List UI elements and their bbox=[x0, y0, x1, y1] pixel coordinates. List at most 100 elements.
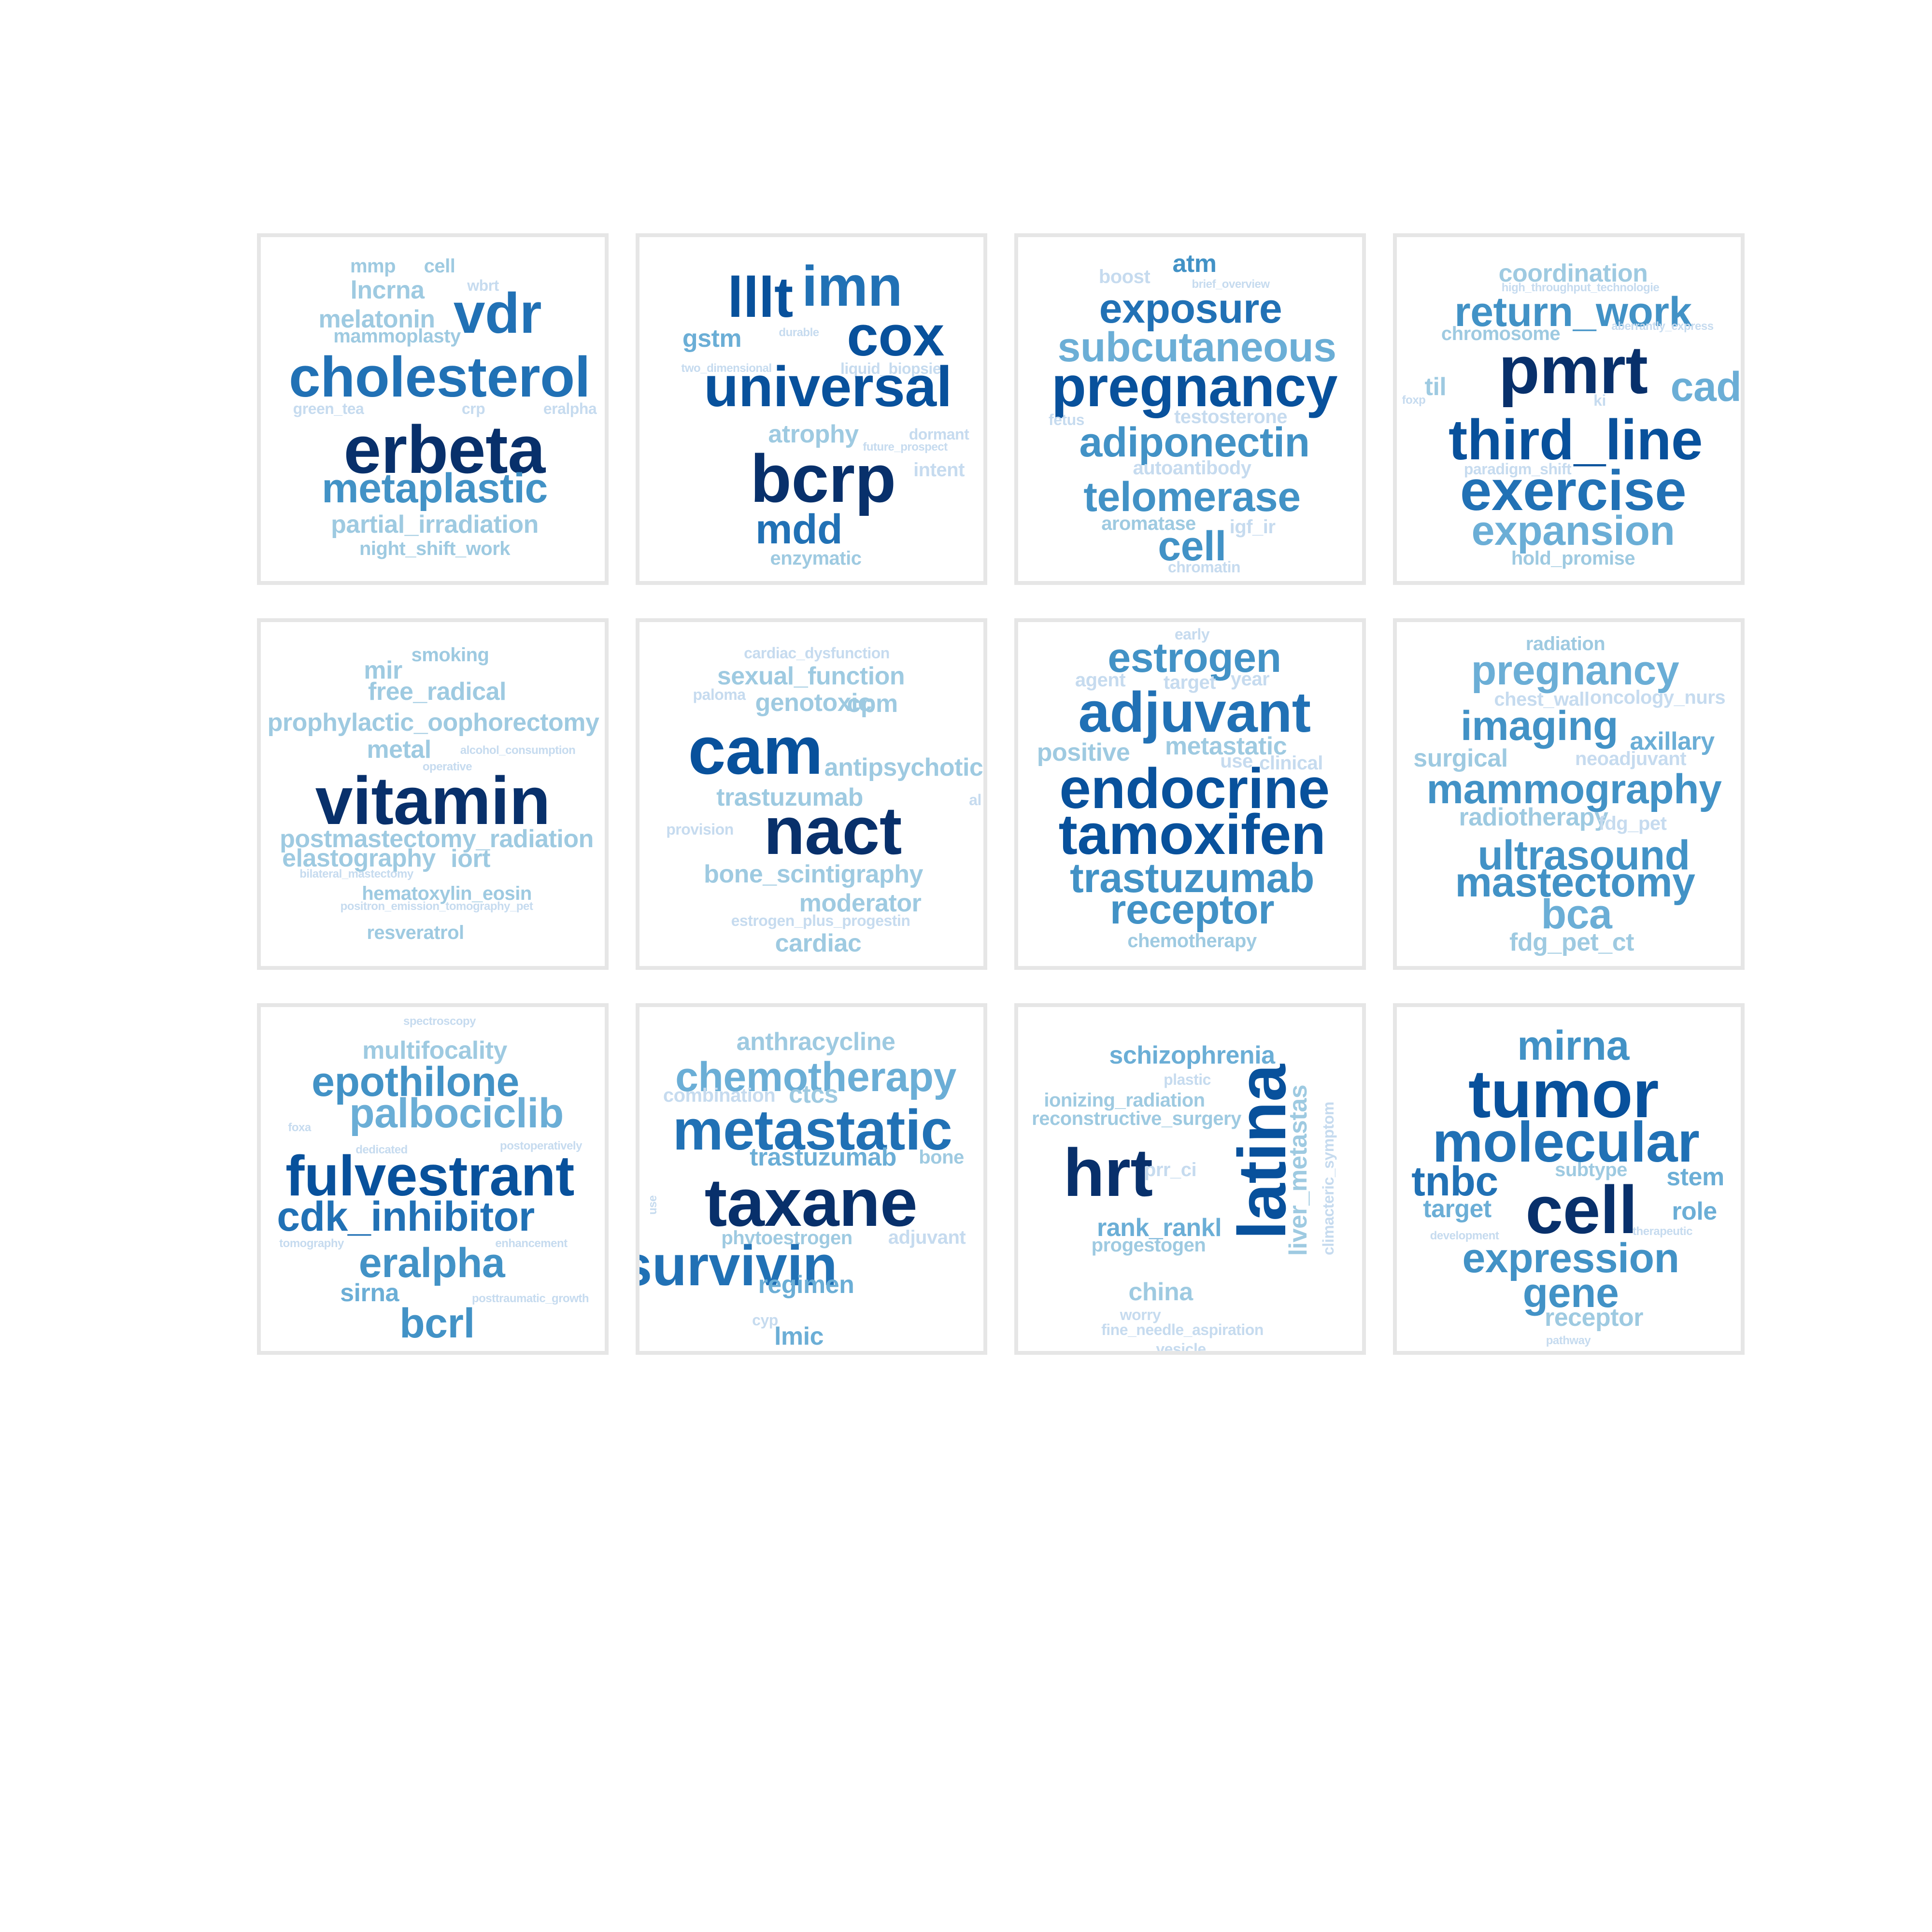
cloud-word: hold_promise bbox=[1511, 548, 1635, 569]
cloud-word: antipsychotic bbox=[824, 753, 983, 781]
cloud-word: alcohol_consumption bbox=[460, 744, 576, 757]
cloud-word: metastatic bbox=[672, 1098, 952, 1162]
cloud-word: radiation bbox=[1525, 633, 1605, 654]
cloud-word: foxp bbox=[1402, 394, 1426, 407]
cloud-word: resveratrol bbox=[367, 922, 464, 943]
cloud-word: intent bbox=[913, 459, 965, 481]
cloud-word: green_tea bbox=[293, 400, 364, 417]
cloud-word: pmrt bbox=[1498, 332, 1648, 408]
cloud-word: postoperatively bbox=[500, 1139, 582, 1152]
cloud-word: cox bbox=[847, 304, 944, 368]
cloud-word: provision bbox=[666, 821, 734, 838]
cloud-word: atrophy bbox=[768, 420, 859, 448]
cloud-word: night_shift_work bbox=[359, 538, 511, 559]
cloud-word: melatonin bbox=[318, 305, 435, 333]
cloud-word: mdd bbox=[755, 506, 843, 553]
cloud-word: estrogen bbox=[1108, 635, 1281, 681]
cloud-word: hrt bbox=[1063, 1135, 1153, 1210]
cloud-word: paradigm_shift bbox=[1463, 460, 1572, 478]
cloud-word: radiotherapy bbox=[1459, 803, 1608, 831]
cloud-word: third_line bbox=[1448, 408, 1703, 472]
cloud-word: exercise bbox=[1460, 459, 1687, 523]
cloud-word: wbrt bbox=[467, 277, 499, 294]
cloud-word: lmic bbox=[774, 1322, 824, 1350]
cloud-word: mammoplasty bbox=[333, 326, 461, 347]
cloud-word: climacteric_symptom bbox=[1320, 1102, 1337, 1255]
cloud-word: survivin bbox=[636, 1234, 838, 1298]
cloud-word: positive bbox=[1037, 739, 1130, 767]
cloud-word: exposure bbox=[1099, 285, 1282, 332]
cloud-word: target bbox=[1163, 672, 1216, 693]
cloud-word: mirna bbox=[1517, 1023, 1629, 1069]
cloud-word: adjuvant bbox=[1078, 681, 1311, 744]
cloud-word: boost bbox=[1098, 266, 1151, 287]
cloud-word: bcrl bbox=[399, 1300, 475, 1347]
cloud-word: partial_irradiation bbox=[331, 511, 539, 539]
cloud-word: oncology_nurs bbox=[1590, 687, 1726, 708]
cloud-word: subcutaneous bbox=[1057, 324, 1336, 370]
cloud-word: target bbox=[1423, 1195, 1492, 1223]
cloud-word: enzymatic bbox=[770, 548, 862, 569]
cloud-word: liquid_biopsie bbox=[840, 360, 941, 377]
cloud-word: postmastectomy_radiation bbox=[280, 825, 594, 853]
cloud-word: taxane bbox=[704, 1165, 918, 1240]
cloud-word: receptor bbox=[1109, 886, 1275, 933]
cloud-word: aromatase bbox=[1101, 513, 1196, 534]
cloud-word: palbociclib bbox=[349, 1090, 564, 1136]
cloud-word: sexual_function bbox=[717, 662, 905, 690]
cloud-word: chromosome bbox=[1441, 323, 1561, 344]
cloud-word: neoadjuvant bbox=[1575, 748, 1687, 769]
cloud-word: cell bbox=[1158, 523, 1226, 569]
cloud-word: metastatic bbox=[1165, 732, 1287, 760]
word-cloud-panel: anthracycline chemotherapy combination ctcs… bbox=[636, 1003, 987, 1355]
cloud-word: trastuzumab bbox=[750, 1143, 896, 1171]
cloud-word: ionizing_radiation bbox=[1044, 1090, 1205, 1111]
cloud-word: chest_wall bbox=[1494, 689, 1590, 710]
cloud-word: cell bbox=[1525, 1172, 1637, 1248]
cloud-word: autoantibody bbox=[1133, 457, 1251, 479]
cloud-word: cardiac_dysfunction bbox=[744, 644, 890, 662]
cloud-word: adiponectin bbox=[1079, 419, 1310, 466]
cloud-word: epothilone bbox=[312, 1059, 519, 1105]
cloud-word: tumor bbox=[1468, 1056, 1659, 1132]
cloud-word: cell bbox=[424, 256, 455, 277]
cloud-word: eralpha bbox=[358, 1240, 505, 1286]
cloud-word: ultrasound bbox=[1477, 832, 1690, 879]
cloud-word: spectroscopy bbox=[403, 1015, 476, 1028]
cloud-word: prophylactic_oophorectomy bbox=[267, 709, 599, 737]
cloud-word: bcrp bbox=[750, 440, 896, 516]
cloud-word: cyp bbox=[752, 1311, 778, 1329]
cloud-word: cam bbox=[688, 712, 823, 788]
cloud-word: pathway bbox=[1546, 1334, 1591, 1347]
cloud-word: phytoestrogen bbox=[721, 1227, 852, 1249]
cloud-word: estrogen_plus_progestin bbox=[731, 912, 910, 929]
cloud-word: al bbox=[969, 791, 981, 809]
cloud-word: operative bbox=[422, 760, 472, 773]
cloud-word: gene bbox=[1522, 1270, 1619, 1316]
cloud-word: reconstructive_surgery bbox=[1032, 1108, 1241, 1129]
cloud-word: free_radical bbox=[368, 678, 506, 706]
cloud-word: trastuzumab bbox=[716, 783, 863, 811]
cloud-word: expression bbox=[1462, 1235, 1679, 1281]
cloud-word: igf_ir bbox=[1229, 516, 1276, 538]
cloud-word: fdg_pet bbox=[1598, 813, 1667, 834]
cloud-word: china bbox=[1128, 1278, 1193, 1306]
cloud-word: chromatin bbox=[1167, 558, 1241, 576]
cloud-word: genotoxic bbox=[755, 689, 872, 717]
cloud-word: adjuvant bbox=[888, 1227, 966, 1248]
cloud-word: use bbox=[1220, 751, 1253, 772]
cloud-word: cpm bbox=[847, 690, 898, 718]
cloud-word: fdg_pet_ct bbox=[1509, 928, 1634, 956]
cloud-word: receptor bbox=[1544, 1304, 1644, 1332]
cloud-word: use bbox=[646, 1195, 659, 1215]
cloud-word: schizophrenia bbox=[1109, 1041, 1275, 1069]
cloud-word: bilateral_mastectomy bbox=[299, 867, 413, 881]
cloud-word: bca bbox=[1541, 891, 1612, 938]
cloud-word: nact bbox=[764, 793, 902, 868]
cloud-word: fetus bbox=[1049, 411, 1084, 428]
cloud-word: imn bbox=[801, 255, 903, 318]
cloud-word: coordination bbox=[1498, 259, 1648, 287]
cloud-word: aberrantly_express bbox=[1611, 320, 1714, 333]
cloud-word: chemotherapy bbox=[1127, 930, 1257, 952]
cloud-word: tamoxifen bbox=[1058, 803, 1326, 867]
